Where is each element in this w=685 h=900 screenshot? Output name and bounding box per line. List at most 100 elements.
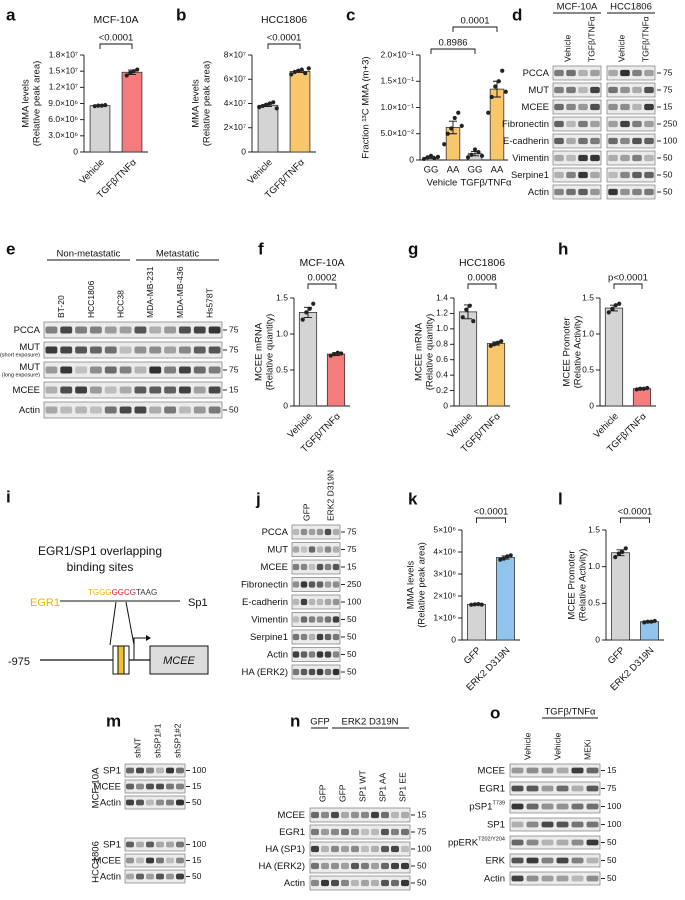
marker-label: 50 (417, 860, 427, 870)
blot-band (361, 828, 369, 836)
blot-band (149, 406, 162, 414)
data-point (311, 301, 316, 306)
y-tick-label: 0.8 (436, 339, 448, 349)
x-tick-label: GFP (462, 645, 484, 667)
zoom-line (125, 601, 135, 646)
blot-band (308, 668, 316, 676)
comparison-label: <0.0001 (267, 33, 302, 44)
data-point (471, 319, 476, 324)
data-point (649, 619, 654, 624)
blot-band (620, 171, 630, 179)
row-label-text: SP1 (103, 765, 121, 776)
blot-band (45, 326, 58, 334)
blot-band (332, 598, 340, 606)
lane-label: Vehicle (562, 34, 572, 62)
blot-band (308, 581, 316, 588)
data-point (449, 126, 454, 131)
blot-band (178, 406, 191, 414)
diagram-title: EGR1/SP1 overlapping (38, 544, 162, 558)
blot-band (176, 767, 184, 774)
blot-band (401, 845, 409, 853)
blot-band (75, 406, 88, 414)
data-point (92, 104, 97, 109)
blot-strip (509, 853, 601, 868)
header-label: HCC1806 (610, 2, 652, 13)
blot-strip (606, 167, 656, 183)
lane-label: MEKi (582, 740, 592, 760)
data-point (425, 155, 430, 160)
blot-band (556, 839, 569, 846)
panel-letter: b (176, 5, 186, 24)
bar (89, 105, 111, 153)
blot-band (541, 875, 554, 882)
blot-band (119, 406, 132, 414)
panel-letter: l (558, 489, 563, 508)
blot-band (332, 581, 340, 588)
blot-band (126, 841, 134, 848)
blot-band (554, 86, 564, 94)
row-label: SP1 (487, 819, 505, 830)
zoom-line (109, 601, 117, 646)
blot-strip (309, 841, 411, 857)
blot-band (89, 366, 102, 374)
row-label-text: MUT (528, 85, 549, 96)
marker-label: 50 (663, 169, 673, 179)
blot-band (146, 857, 154, 864)
blot-band (541, 767, 554, 774)
blot-band (401, 879, 409, 887)
y-tick-label: 1×10⁶ (433, 612, 456, 622)
row-label: MCEE (94, 855, 121, 866)
blot-band (300, 528, 308, 536)
comparison-bracket (307, 283, 337, 289)
blot-strip (309, 807, 411, 823)
blot-band (134, 346, 147, 354)
comparison-label: p<0.0001 (608, 273, 648, 284)
y-tick-label: 1.0×10⁻¹ (380, 102, 414, 112)
diagram-title: binding sites (67, 560, 134, 574)
blot-strip (124, 837, 186, 852)
blot-band (381, 811, 389, 819)
lane-label: Vehicle (552, 732, 562, 760)
blot-strip (291, 629, 341, 645)
blot-strip (552, 167, 602, 183)
data-point (492, 342, 497, 347)
marker-label: 50 (607, 855, 617, 865)
blot-band (371, 862, 379, 870)
blot-band (341, 811, 349, 819)
data-point (469, 602, 474, 607)
blot-strip (124, 869, 186, 884)
data-point (432, 156, 437, 161)
blot-band (578, 103, 588, 111)
blot-band (566, 188, 576, 196)
data-point (456, 110, 461, 115)
row-label-text: ERK (485, 855, 505, 866)
chart-title: HCC1806 (261, 14, 307, 26)
y-tick-label: 1.0 (436, 323, 448, 333)
blot-band (632, 103, 642, 111)
blot-band (332, 528, 340, 536)
blot-band (166, 799, 174, 806)
blot-band (136, 857, 144, 864)
data-point (445, 131, 450, 136)
blot-band (126, 857, 134, 864)
blot-band (308, 528, 316, 536)
comparison-bracket (267, 43, 301, 49)
lane-label: TGFβ/TNFα (586, 16, 596, 62)
blot-band (620, 188, 630, 196)
blot-band (554, 120, 564, 128)
lane-label: SP1 AA (377, 772, 387, 802)
row-label: Fibronectin (502, 119, 549, 130)
blot-band (590, 103, 600, 111)
blot-strip (291, 594, 341, 610)
blot-strip (309, 858, 411, 874)
blot-band (511, 767, 524, 774)
blot-band (178, 366, 191, 374)
blot-band (321, 828, 329, 836)
row-label: MUT (267, 544, 288, 555)
x-tick-label: AA (447, 165, 460, 176)
sequence-part: GGCG (112, 588, 136, 597)
lane-label: HCC1806 (86, 280, 96, 318)
comparison-label: 0.0008 (467, 273, 496, 284)
marker-label: 15 (663, 101, 673, 111)
comparison-bracket (452, 26, 498, 32)
